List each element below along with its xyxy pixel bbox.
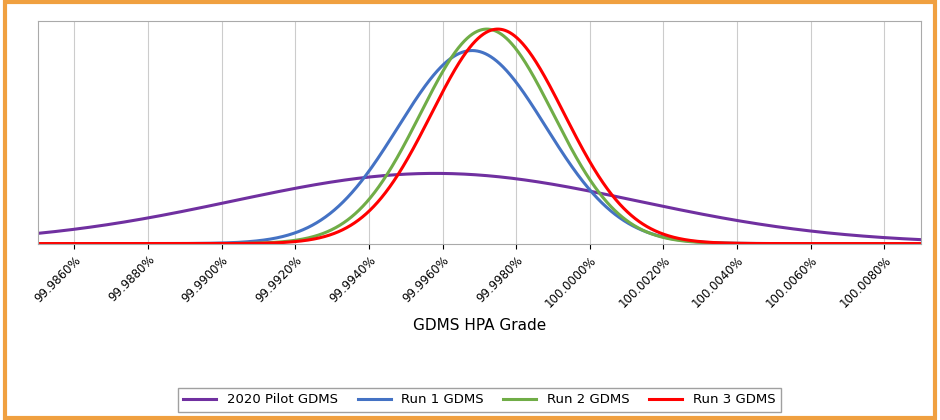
2020 Pilot GDMS xyxy=(133,217,144,222)
Line: Run 1 GDMS: Run 1 GDMS xyxy=(38,50,921,244)
Run 3 GDMS xyxy=(804,241,815,246)
Run 1 GDMS xyxy=(916,241,927,246)
Run 2 GDMS xyxy=(899,241,910,246)
Line: 2020 Pilot GDMS: 2020 Pilot GDMS xyxy=(38,173,921,240)
2020 Pilot GDMS xyxy=(916,237,927,242)
Run 1 GDMS xyxy=(370,158,382,163)
Line: Run 2 GDMS: Run 2 GDMS xyxy=(38,29,921,244)
Run 1 GDMS xyxy=(32,241,43,246)
Run 2 GDMS xyxy=(481,26,493,32)
2020 Pilot GDMS xyxy=(185,207,196,212)
2020 Pilot GDMS xyxy=(32,231,43,236)
2020 Pilot GDMS xyxy=(370,174,382,179)
Run 3 GDMS xyxy=(185,241,196,246)
Run 1 GDMS xyxy=(899,241,910,246)
Run 3 GDMS xyxy=(899,241,910,246)
Run 3 GDMS xyxy=(493,26,504,32)
Run 2 GDMS xyxy=(133,241,144,246)
X-axis label: GDMS HPA Grade: GDMS HPA Grade xyxy=(413,318,546,333)
Run 2 GDMS xyxy=(185,241,196,246)
Run 1 GDMS xyxy=(466,48,478,53)
Run 1 GDMS xyxy=(133,241,144,246)
2020 Pilot GDMS xyxy=(804,228,815,234)
Run 3 GDMS xyxy=(409,143,420,148)
Run 2 GDMS xyxy=(370,187,382,192)
Legend: 2020 Pilot GDMS, Run 1 GDMS, Run 2 GDMS, Run 3 GDMS: 2020 Pilot GDMS, Run 1 GDMS, Run 2 GDMS,… xyxy=(178,388,781,412)
2020 Pilot GDMS xyxy=(899,236,910,241)
Run 3 GDMS xyxy=(370,201,382,206)
Run 1 GDMS xyxy=(804,241,815,246)
Run 3 GDMS xyxy=(133,241,144,246)
Line: Run 3 GDMS: Run 3 GDMS xyxy=(38,29,921,244)
Run 2 GDMS xyxy=(804,241,815,246)
Run 3 GDMS xyxy=(916,241,927,246)
Run 2 GDMS xyxy=(32,241,43,246)
Run 2 GDMS xyxy=(409,122,420,127)
Run 3 GDMS xyxy=(32,241,43,246)
2020 Pilot GDMS xyxy=(409,171,420,176)
Run 1 GDMS xyxy=(409,98,420,103)
Run 2 GDMS xyxy=(916,241,927,246)
Run 1 GDMS xyxy=(185,241,196,246)
2020 Pilot GDMS xyxy=(430,171,441,176)
